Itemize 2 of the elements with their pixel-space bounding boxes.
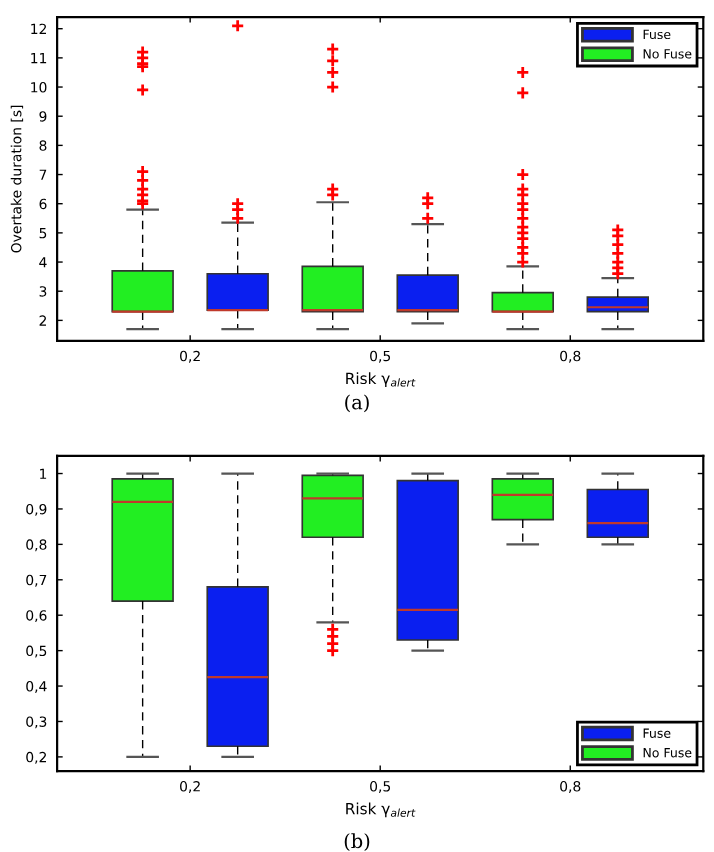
text: (b) xyxy=(344,833,370,851)
text: (a) xyxy=(345,394,369,413)
